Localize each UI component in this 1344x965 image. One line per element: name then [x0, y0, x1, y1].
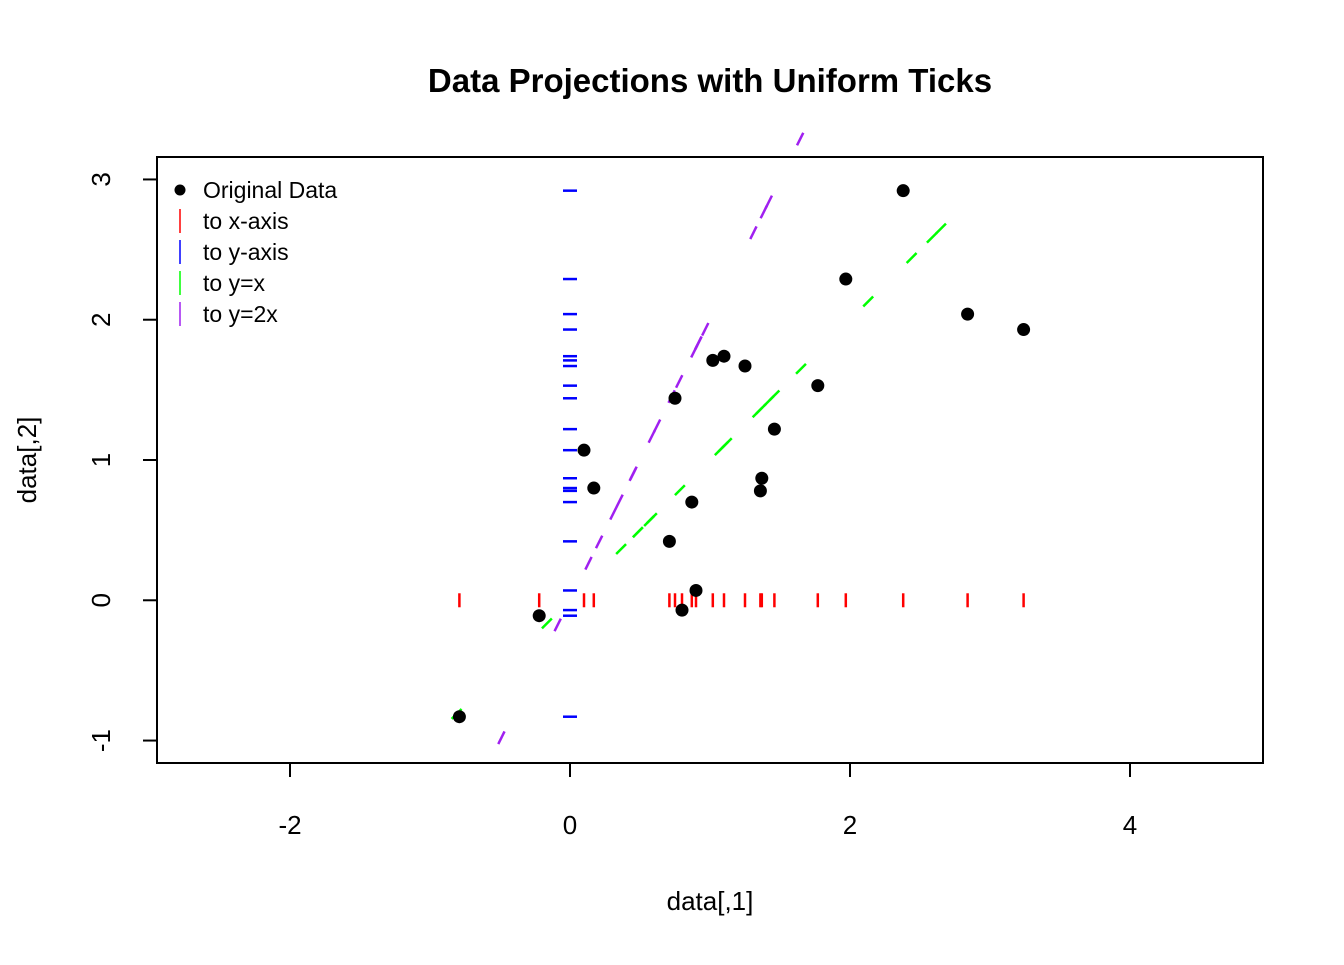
projection-y-eq-2x-tick — [749, 225, 758, 240]
data-point — [675, 603, 689, 617]
data-point — [738, 359, 752, 373]
projection-y-eq-x-tick — [926, 231, 938, 244]
projection-y-eq-x-tick — [541, 617, 553, 630]
projection-y-eq-x-tick — [674, 484, 686, 496]
projection-y-eq-2x-tick — [553, 618, 562, 632]
projection-y-eq-2x-tick — [584, 556, 593, 571]
projection-y-eq-2x-tick — [700, 322, 710, 337]
projection-y-eq-2x-tick — [615, 494, 624, 508]
projection-y-eq-2x-tick — [647, 429, 657, 444]
legend-symbol-point — [174, 184, 186, 196]
projection-y-eq-2x-tick — [594, 535, 604, 549]
projection-y-eq-x-tick — [768, 389, 781, 402]
data-point — [755, 471, 769, 485]
data-point — [587, 481, 601, 495]
chart-title: Data Projections with Uniform Ticks — [428, 62, 992, 99]
projection-y-eq-x-tick — [905, 252, 918, 264]
projection-y-eq-x-tick — [643, 515, 655, 527]
legend-label: to x-axis — [203, 208, 289, 234]
data-marks — [450, 132, 1031, 745]
y-axis-label: data[,2] — [12, 417, 42, 504]
data-point — [767, 422, 781, 436]
projection-y-eq-x-tick — [720, 437, 733, 450]
x-axis: -2 0 2 4 — [278, 762, 1137, 840]
data-point — [961, 307, 975, 321]
projection-y-eq-2x-tick — [764, 195, 774, 209]
y-tick-label: 2 — [86, 312, 116, 326]
data-point — [662, 534, 676, 548]
y-tick-label: 1 — [86, 453, 116, 467]
data-point — [896, 184, 910, 198]
data-point — [668, 391, 682, 405]
data-point — [1017, 323, 1031, 337]
data-point — [706, 353, 720, 367]
y-tick-label: -1 — [86, 729, 116, 752]
data-point — [532, 609, 546, 623]
x-tick-label: 0 — [563, 810, 577, 840]
data-point — [685, 495, 699, 509]
projection-y-eq-2x-tick — [652, 418, 662, 433]
projection-y-eq-2x-tick — [497, 730, 506, 745]
projection-y-eq-2x-tick — [629, 466, 638, 480]
legend-label: to y=x — [203, 270, 266, 296]
legend: Original Data to x-axis to y-axis to y=x to … — [174, 177, 337, 327]
projection-y-eq-2x-tick — [609, 506, 618, 521]
projection-y-eq-x-tick — [935, 222, 947, 235]
legend-label: to y-axis — [203, 239, 289, 265]
data-point — [577, 443, 591, 457]
projection-y-eq-2x-tick — [694, 335, 703, 350]
projection-y-eq-x-tick — [615, 543, 627, 555]
x-axis-label: data[,1] — [667, 886, 754, 916]
data-point — [452, 710, 466, 724]
projection-y-eq-x-tick — [795, 362, 807, 375]
x-tick-label: -2 — [278, 810, 301, 840]
plot-frame — [156, 156, 1264, 764]
data-point — [717, 349, 731, 363]
projection-y-eq-2x-tick — [795, 132, 805, 146]
data-point — [839, 272, 853, 286]
legend-label: Original Data — [203, 177, 337, 203]
y-tick-label: 3 — [86, 172, 116, 186]
y-tick-label: 0 — [86, 593, 116, 607]
data-point — [753, 484, 767, 498]
x-tick-label: 4 — [1123, 810, 1137, 840]
data-point — [689, 583, 703, 597]
projection-y-eq-2x-tick — [674, 374, 684, 389]
projection-y-eq-x-tick — [751, 406, 764, 419]
y-axis: -1 0 1 2 3 — [86, 172, 158, 752]
projection-y-eq-x-tick — [862, 295, 875, 308]
legend-label: to y=2x — [203, 301, 278, 327]
projection-y-eq-x-tick — [632, 526, 644, 539]
x-tick-label: 2 — [843, 810, 857, 840]
data-point — [811, 379, 825, 393]
